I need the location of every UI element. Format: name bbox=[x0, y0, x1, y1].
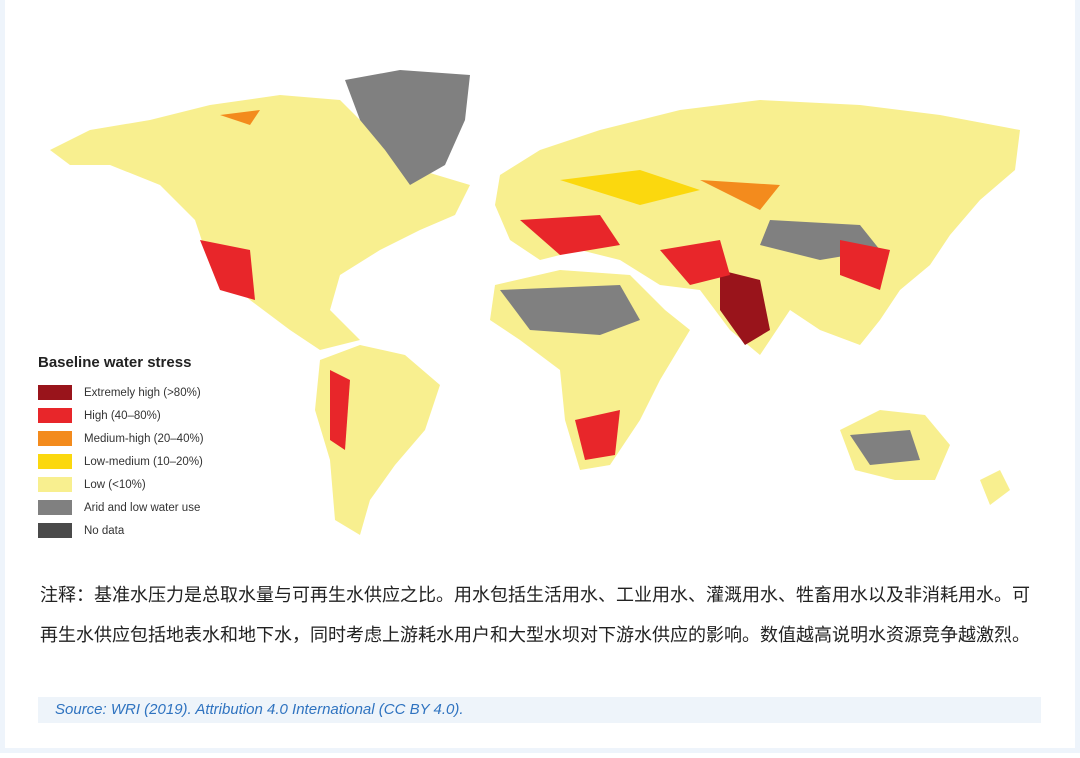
legend-label: High (40–80%) bbox=[84, 409, 161, 422]
legend-swatch bbox=[38, 500, 72, 515]
greenland bbox=[345, 70, 470, 185]
note: 注释：基准水压力是总取水量与可再生水供应之比。用水包括生活用水、工业用水、灌溉用… bbox=[40, 585, 1030, 646]
legend-items: Extremely high (>80%) High (40–80%) Medium… bbox=[38, 381, 204, 542]
legend-swatch bbox=[38, 477, 72, 492]
legend-item: High (40–80%) bbox=[38, 404, 204, 427]
legend-label: Arid and low water use bbox=[84, 501, 201, 514]
legend-item: Medium-high (20–40%) bbox=[38, 427, 204, 450]
legend-item: Arid and low water use bbox=[38, 496, 204, 519]
legend-swatch bbox=[38, 431, 72, 446]
source: Source: WRI (2019). Attribution 4.0 Inte… bbox=[38, 697, 1041, 723]
legend-item: Low-medium (10–20%) bbox=[38, 450, 204, 473]
legend-swatch bbox=[38, 408, 72, 423]
legend-item: Low (<10%) bbox=[38, 473, 204, 496]
legend-label: Medium-high (20–40%) bbox=[84, 432, 204, 445]
legend-label: Extremely high (>80%) bbox=[84, 386, 201, 399]
legend-label: No data bbox=[84, 524, 125, 537]
world-map bbox=[50, 70, 1020, 535]
legend-swatch bbox=[38, 523, 72, 538]
legend-swatch bbox=[38, 454, 72, 469]
legend-swatch bbox=[38, 385, 72, 400]
legend-item: Extremely high (>80%) bbox=[38, 381, 204, 404]
legend: Baseline water stress Extremely high (>8… bbox=[38, 354, 204, 542]
legend-item: No data bbox=[38, 519, 204, 542]
stress-areas bbox=[200, 110, 920, 465]
legend-label: Low-medium (10–20%) bbox=[84, 455, 203, 468]
legend-title: Baseline water stress bbox=[38, 354, 192, 371]
legend-label: Low (<10%) bbox=[84, 478, 146, 491]
